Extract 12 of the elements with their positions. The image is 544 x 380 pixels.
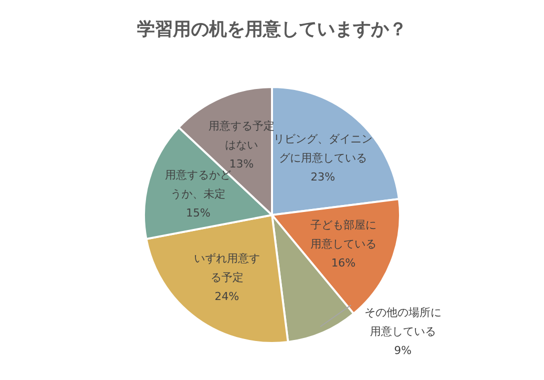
data-label: 15% xyxy=(186,206,210,220)
slice-label: その他の場所に用意している xyxy=(364,306,442,338)
data-label: 16% xyxy=(331,256,356,270)
data-label: 9% xyxy=(394,344,412,358)
slice-label: 子ども部屋に用意している xyxy=(310,218,376,250)
data-label: 24% xyxy=(214,290,240,304)
slice-label: 用意するかどうか、未定 xyxy=(165,168,232,201)
slice-label: いずれ用意する予定 xyxy=(194,252,260,284)
data-label: 23% xyxy=(310,170,336,184)
chart-title: 学習用の机を用意していますか？ xyxy=(137,19,407,40)
slice-label: リビング、ダイニングに用意している xyxy=(273,132,372,164)
data-label: 13% xyxy=(229,158,254,171)
